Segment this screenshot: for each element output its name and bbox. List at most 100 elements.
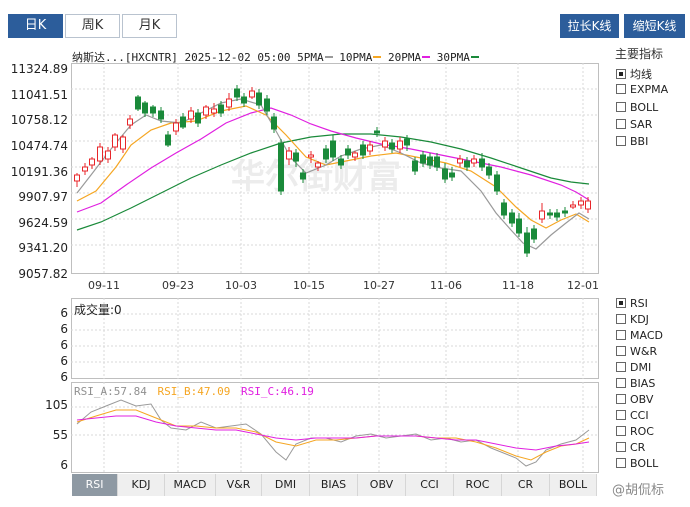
candle-body [218, 104, 224, 114]
tab-boll[interactable]: BOLL [550, 474, 597, 496]
y-tick-5: 10191.36 [10, 165, 68, 179]
x-tick-3: 10-03 [225, 279, 257, 292]
y-tick-9: 9057.82 [18, 267, 68, 281]
candle-body [570, 204, 576, 208]
y-tick-8: 9341.20 [18, 241, 68, 255]
checkbox-icon [616, 102, 626, 112]
y-tick-4: 10474.74 [10, 139, 68, 153]
zoom-in-kline-button[interactable]: 缩短K线 [624, 14, 685, 38]
tab-obv[interactable]: OBV [358, 474, 406, 496]
candle-body [389, 142, 395, 150]
sub-indicator-bias-option[interactable]: BIAS [616, 377, 655, 391]
checkbox-icon [616, 378, 626, 388]
x-tick-6: 11-06 [430, 279, 462, 292]
sub-indicator-macd-option[interactable]: MACD [616, 329, 663, 343]
rsi-panel[interactable] [71, 382, 600, 474]
volume-panel[interactable] [71, 298, 600, 380]
candles [74, 85, 591, 257]
sub-indicator-cci-option[interactable]: CCI [616, 409, 649, 423]
candle-body [449, 172, 455, 178]
rsi-grid [71, 382, 599, 473]
sub-indicator-cr-option[interactable]: CR [616, 441, 645, 455]
checkbox-icon [616, 314, 626, 324]
candle-body [367, 144, 373, 152]
indicator-sar-option[interactable]: SAR [616, 118, 652, 132]
candle-body [352, 152, 358, 158]
volume-label: 成交量:0 [74, 303, 122, 317]
candle-body [374, 130, 380, 134]
tab-daily-k[interactable]: 日K [8, 14, 63, 38]
checkbox-icon [616, 410, 626, 420]
rsi-b-value: RSI_B:47.09 [157, 385, 231, 398]
candle-body [397, 140, 403, 150]
tab-dmi[interactable]: DMI [262, 474, 310, 496]
candle-body [97, 146, 103, 162]
candle-body [524, 232, 530, 254]
tab-rsi[interactable]: RSI [72, 474, 118, 496]
tab-monthly-k[interactable]: 月K [122, 14, 177, 38]
checkbox-icon [616, 426, 626, 436]
candle-body [226, 98, 232, 108]
sub-indicator-roc-option[interactable]: ROC [616, 425, 654, 439]
candle-body [360, 144, 366, 156]
sub-indicator-boll-option[interactable]: BOLL [616, 457, 658, 471]
footer-watermark: @胡侃标 [612, 483, 665, 498]
y-tick-6: 9907.97 [18, 190, 68, 204]
candlestick-chart[interactable]: 华尔街财富 [71, 63, 600, 275]
x-tick-2: 09-23 [162, 279, 194, 292]
tab-vr[interactable]: V&R [216, 474, 262, 496]
checkbox-icon [616, 346, 626, 356]
x-tick-5: 10-27 [363, 279, 395, 292]
sub-indicator-vr-option[interactable]: W&R [616, 345, 657, 359]
candle-body [195, 112, 201, 124]
candle-body [256, 92, 262, 106]
rsi-y-tick-top: 105 [45, 398, 68, 412]
tab-cci[interactable]: CCI [406, 474, 454, 496]
sub-indicator-dmi-option[interactable]: DMI [616, 361, 651, 375]
candle-body [464, 160, 470, 168]
candle-body [112, 134, 118, 148]
candle-body [531, 228, 537, 240]
sub-indicator-obv-option[interactable]: OBV [616, 393, 653, 407]
candle-body [382, 140, 388, 148]
candle-body [278, 142, 284, 192]
indicator-expma-option[interactable]: EXPMA [616, 83, 668, 97]
candle-body [249, 90, 255, 98]
y-tick-3: 10758.12 [10, 113, 68, 127]
candle-body [509, 212, 515, 224]
chart-datetime: 2025-12-02 05:00 [184, 51, 291, 64]
candle-body [82, 166, 88, 172]
indicator-ma-option[interactable]: 均线 [616, 66, 652, 81]
candle-body [188, 110, 194, 120]
indicator-boll-option[interactable]: BOLL [616, 101, 658, 115]
tab-bias[interactable]: BIAS [310, 474, 358, 496]
candle-body [293, 152, 299, 162]
volume-y-tick-4: 6 [60, 354, 68, 368]
rsi-b-line [76, 409, 590, 461]
ma20-line [76, 107, 590, 213]
candle-body [539, 210, 545, 220]
indicator-bbi-option[interactable]: BBI [616, 135, 648, 149]
candle-body [442, 168, 448, 180]
candle-body [150, 106, 156, 114]
volume-y-tick-1: 6 [60, 306, 68, 320]
zoom-out-kline-button[interactable]: 拉长K线 [560, 14, 619, 38]
x-tick-8: 12-01 [567, 279, 599, 292]
candle-body [241, 96, 247, 104]
y-tick-7: 9624.59 [18, 216, 68, 230]
tab-kdj[interactable]: KDJ [118, 474, 165, 496]
tab-weekly-k[interactable]: 周K [65, 14, 120, 38]
rsi-legend: RSI_A:57.84 RSI_B:47.09 RSI_C:46.19 [74, 385, 318, 398]
sub-indicator-kdj-option[interactable]: KDJ [616, 313, 649, 327]
volume-grid [71, 298, 599, 379]
tab-cr[interactable]: CR [502, 474, 550, 496]
tab-roc[interactable]: ROC [454, 474, 502, 496]
candle-body [479, 158, 485, 168]
candle-body [271, 116, 277, 130]
tab-macd[interactable]: MACD [165, 474, 216, 496]
candle-body [427, 156, 433, 166]
candle-body [211, 108, 217, 114]
sub-indicator-rsi-option[interactable]: RSI [616, 297, 648, 311]
candle-body [554, 212, 560, 218]
candle-body [412, 160, 418, 172]
